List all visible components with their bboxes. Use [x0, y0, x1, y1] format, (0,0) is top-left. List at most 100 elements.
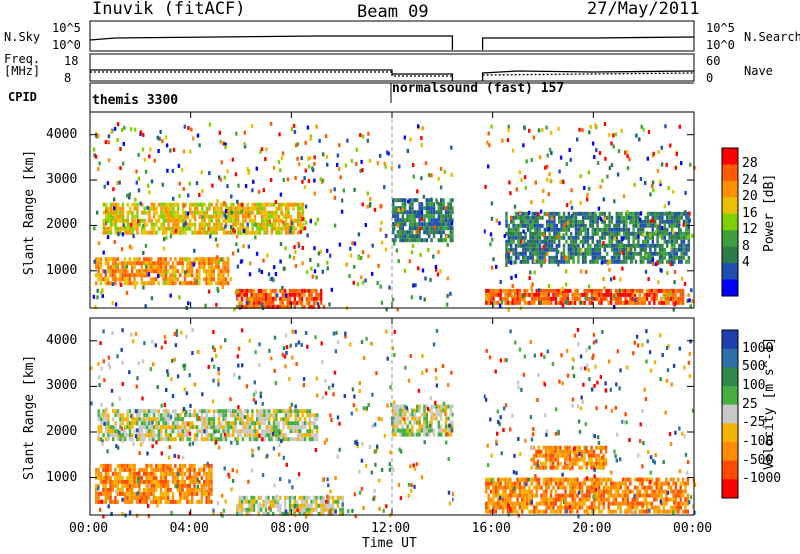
heatmap-cell: [188, 479, 191, 484]
heatmap-cell: [408, 259, 411, 264]
heatmap-cell: [411, 243, 415, 248]
heatmap-cell: [501, 296, 505, 301]
heatmap-cell: [582, 223, 585, 228]
heatmap-cell: [630, 211, 633, 216]
heatmap-cell: [205, 277, 208, 282]
heatmap-cell: [492, 501, 495, 506]
heatmap-cell: [537, 481, 541, 486]
heatmap-cell: [585, 288, 589, 293]
heatmap-cell: [109, 210, 113, 215]
heatmap-cell: [106, 235, 110, 240]
heatmap-cell: [205, 471, 208, 476]
heatmap-cell: [111, 301, 114, 306]
heatmap-cell: [638, 288, 642, 293]
heatmap-cell: [312, 288, 316, 293]
heatmap-cell: [554, 296, 558, 301]
heatmap-cell: [425, 202, 428, 207]
heatmap-cell: [297, 210, 300, 215]
heatmap-cell: [221, 285, 224, 289]
heatmap-cell: [107, 269, 110, 274]
heatmap-cell: [176, 417, 180, 422]
heatmap-cell: [552, 449, 555, 454]
heatmap-cell: [632, 251, 635, 256]
heatmap-cell: [207, 463, 211, 468]
heatmap-cell: [291, 300, 294, 305]
heatmap-cell: [548, 255, 551, 260]
heatmap-cell: [212, 433, 216, 438]
heatmap-cell: [106, 181, 110, 186]
heatmap-cell: [574, 227, 578, 232]
heatmap-cell: [655, 296, 658, 301]
heatmap-cell: [437, 238, 440, 243]
heatmap-cell: [622, 235, 626, 240]
heatmap-cell: [126, 413, 129, 418]
heatmap-cell: [632, 231, 635, 236]
heatmap-cell: [606, 231, 609, 236]
heatmap-cell: [222, 277, 225, 282]
heatmap-cell: [198, 281, 201, 286]
heatmap-cell: [573, 457, 576, 462]
heatmap-cell: [597, 497, 601, 502]
heatmap-cell: [597, 477, 601, 482]
heatmap-cell: [556, 457, 560, 462]
heatmap-cell: [570, 235, 573, 240]
heatmap-cell: [654, 247, 657, 252]
heatmap-cell: [598, 251, 602, 256]
heatmap-cell: [560, 215, 563, 220]
heatmap-cell: [613, 255, 616, 260]
heatmap-cell: [543, 251, 546, 256]
heatmap-cell: [629, 220, 632, 225]
heatmap-cell: [93, 153, 96, 158]
heatmap-cell: [260, 304, 263, 309]
heatmap-cell: [125, 290, 129, 295]
heatmap-cell: [291, 503, 294, 508]
heatmap-cell: [232, 202, 235, 207]
heatmap-cell: [560, 251, 563, 256]
heatmap-cell: [203, 202, 206, 207]
heatmap-cell: [418, 222, 421, 227]
heatmap-cell: [674, 296, 678, 301]
heatmap-cell: [624, 292, 627, 297]
heatmap-cell: [289, 425, 292, 430]
heatmap-cell: [301, 413, 304, 418]
heatmap-cell: [615, 235, 618, 240]
heatmap-cell: [179, 467, 182, 472]
heatmap-cell: [635, 133, 638, 138]
heatmap-cell: [432, 206, 436, 211]
heatmap-cell: [541, 239, 544, 244]
heatmap-cell: [246, 425, 249, 430]
heatmap-cell: [92, 294, 96, 299]
heatmap-cell: [264, 499, 268, 504]
heatmap-cell: [552, 292, 555, 297]
heatmap-cell: [267, 272, 271, 277]
heatmap-cell: [510, 231, 513, 236]
heatmap-cell: [600, 497, 603, 502]
heatmap-cell: [659, 179, 662, 184]
heatmap-cell: [542, 509, 546, 514]
heatmap-cell: [123, 483, 127, 488]
heatmap-cell: [672, 288, 675, 293]
heatmap-cell: [547, 284, 551, 289]
heatmap-cell: [528, 489, 531, 494]
heatmap-cell: [501, 505, 505, 510]
heatmap-cell: [656, 211, 659, 216]
heatmap-cell: [545, 125, 548, 130]
heatmap-cell: [219, 277, 223, 282]
heatmap-cell: [138, 483, 141, 488]
heatmap-cell: [241, 421, 244, 426]
heatmap-cell: [281, 151, 285, 156]
heatmap-cell: [189, 226, 192, 231]
heatmap-cell: [680, 235, 683, 240]
heatmap-cell: [184, 210, 187, 215]
heatmap-cell: [200, 437, 204, 442]
heatmap-cell: [123, 273, 127, 278]
heatmap-cell: [159, 499, 163, 504]
heatmap-cell: [559, 509, 562, 514]
heatmap-cell: [543, 247, 546, 252]
heatmap-cell: [107, 479, 110, 484]
heatmap-cell: [566, 501, 570, 506]
heatmap-cell: [514, 251, 518, 256]
heatmap-cell: [440, 226, 443, 231]
heatmap-cell: [633, 247, 637, 252]
heatmap-cell: [550, 151, 553, 155]
